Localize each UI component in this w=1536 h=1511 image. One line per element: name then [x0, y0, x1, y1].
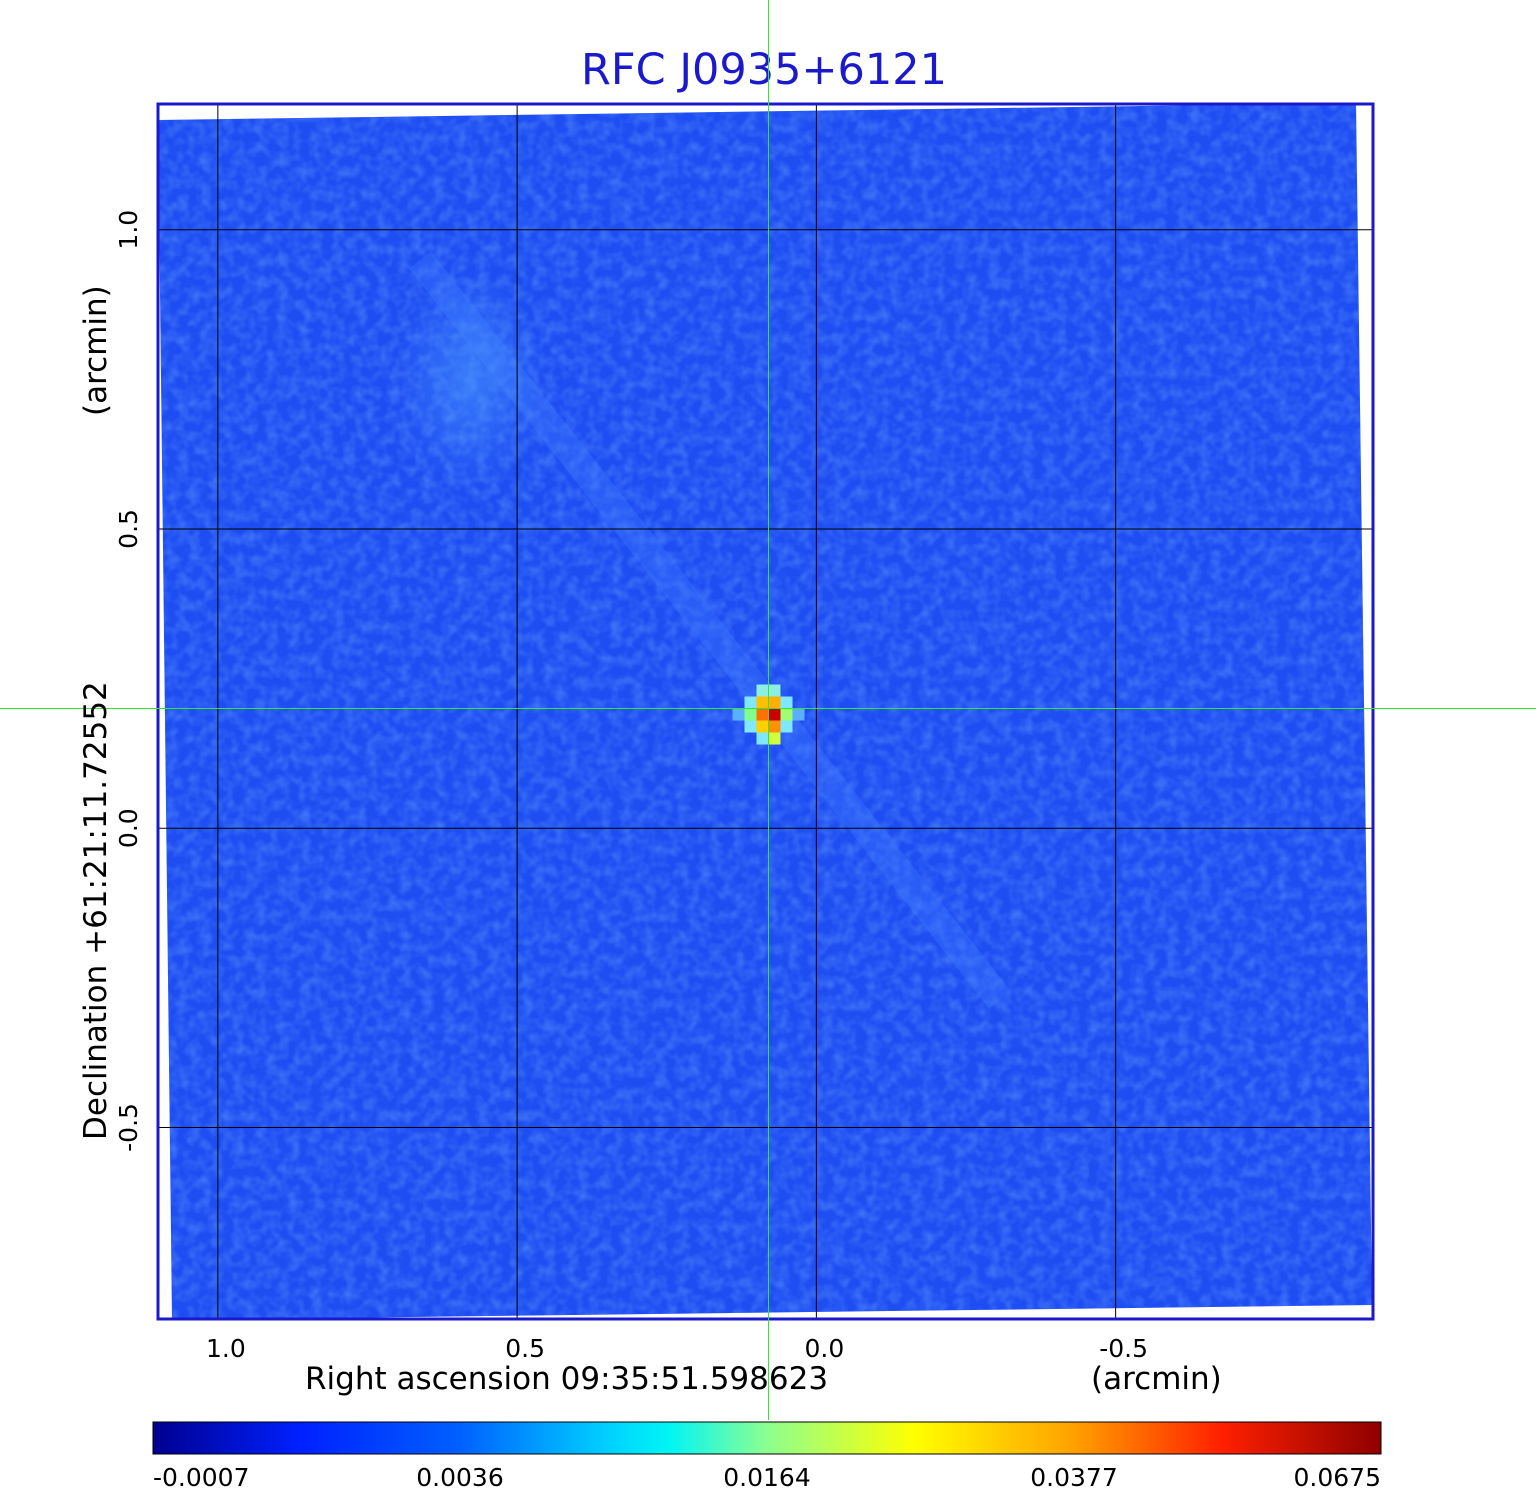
- chart-title: RFC J0935+6121: [581, 45, 947, 95]
- coordinate-grid: [158, 104, 1373, 1319]
- x-tick-label: 0.5: [505, 1334, 545, 1363]
- source-pixel: [744, 708, 757, 721]
- colorbar-tick-label: -0.0007: [153, 1463, 250, 1492]
- source-pixel: [756, 732, 769, 745]
- source-pixel: [756, 708, 769, 721]
- source-pixel: [756, 684, 769, 697]
- y-tick-label: 0.0: [114, 808, 143, 848]
- source-pixel: [768, 720, 781, 733]
- source-pixel: [780, 708, 793, 721]
- y-tick-label: -0.5: [114, 1103, 143, 1152]
- y-axis-label: Declination +61:21:11.72552: [78, 681, 114, 1140]
- source-pixel: [732, 708, 745, 721]
- y-tick-label: 0.5: [114, 509, 143, 549]
- y-tick-labels: 1.0 0.5 0.0 -0.5: [114, 210, 143, 1152]
- source-pixel: [756, 720, 769, 733]
- source-pixel: [780, 720, 793, 733]
- x-tick-label: 0.0: [804, 1334, 844, 1363]
- source-pixel: [792, 708, 805, 721]
- plot-frame: [156, 102, 1375, 1321]
- y-tick-label: 1.0: [114, 210, 143, 250]
- y-axis-unit: (arcmin): [78, 285, 114, 416]
- colorbar-tick-label: 0.0675: [1294, 1463, 1381, 1492]
- source-pixel: [744, 720, 757, 733]
- colorbar-tick-label: 0.0164: [723, 1463, 810, 1492]
- x-tick-label: 1.0: [206, 1334, 246, 1363]
- x-tick-label: -0.5: [1099, 1334, 1148, 1363]
- colorbar-tick-label: 0.0036: [416, 1463, 503, 1492]
- extended-emission: [395, 270, 545, 490]
- source-pixel: [768, 696, 781, 709]
- bright-source: [732, 684, 805, 745]
- crosshair: [0, 0, 1536, 1420]
- source-pixel: [756, 696, 769, 709]
- source-pixel: [768, 732, 781, 745]
- source-pixel: [768, 684, 781, 697]
- colorbar-tick-labels: -0.0007 0.0036 0.0164 0.0377 0.0675: [153, 1463, 1381, 1492]
- x-axis-unit: (arcmin): [1091, 1361, 1222, 1397]
- source-pixel: [780, 696, 793, 709]
- source-pixel: [768, 708, 781, 721]
- x-tick-labels: 1.0 0.5 0.0 -0.5: [206, 1334, 1148, 1363]
- source-pixel: [744, 696, 757, 709]
- colorbar-tick-label: 0.0377: [1030, 1463, 1117, 1492]
- colorbar: [152, 1421, 1382, 1455]
- x-axis-label: Right ascension 09:35:51.598623: [305, 1361, 828, 1397]
